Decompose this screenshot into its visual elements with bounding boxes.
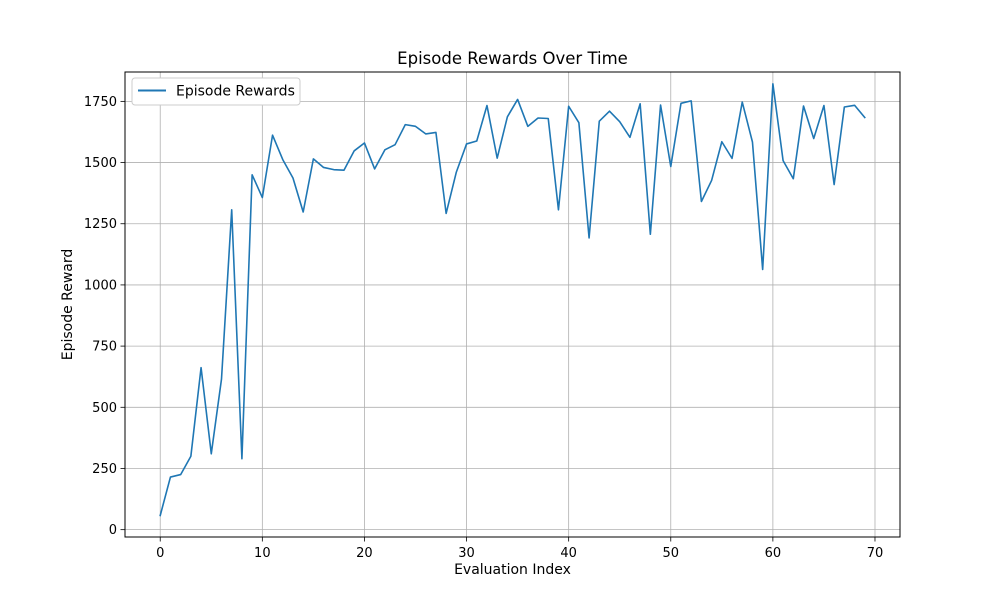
chart-title: Episode Rewards Over Time — [397, 49, 628, 68]
y-tick-label: 1000 — [84, 278, 117, 293]
series-line — [159, 82, 866, 517]
y-tick-label: 250 — [92, 462, 117, 477]
legend: Episode Rewards — [131, 77, 301, 106]
series-layer — [159, 82, 866, 517]
legend-box — [131, 77, 301, 106]
x-tick-label: 50 — [662, 546, 679, 561]
y-axis-label: Episode Reward — [60, 249, 76, 361]
tick-layer: 0 10 20 30 40 50 60 70 0 250 500 750 1000 1250 1500 175… — [84, 95, 883, 561]
x-tick-label: 40 — [560, 546, 577, 561]
x-tick-label: 60 — [765, 546, 782, 561]
plot-frame — [124, 71, 901, 538]
x-axis-label: Evaluation Index — [454, 562, 571, 578]
x-tick-label: 20 — [356, 546, 373, 561]
x-tick-label: 70 — [867, 546, 884, 561]
y-tick-label: 750 — [92, 340, 117, 355]
legend-label: Episode Rewards — [176, 84, 295, 100]
grid-layer — [125, 72, 900, 537]
x-tick-label: 30 — [458, 546, 475, 561]
x-tick-label: 10 — [254, 546, 271, 561]
y-tick-label: 0 — [109, 523, 117, 538]
y-tick-label: 1500 — [84, 156, 117, 171]
plot-background — [125, 72, 900, 537]
y-tick-label: 500 — [92, 401, 117, 416]
y-tick-label: 1750 — [84, 95, 117, 110]
x-tick-label: 0 — [156, 546, 164, 561]
y-tick-label: 1250 — [84, 217, 117, 232]
